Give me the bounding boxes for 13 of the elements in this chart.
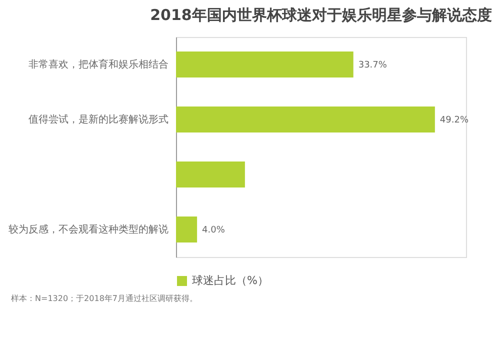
bar [176, 216, 198, 242]
text: 样本：N=1320；于2018年7月通过社区调研获得。 [11, 294, 198, 303]
y-tick-label: 非常喜欢，把体育和娱乐相结合 [28, 58, 168, 70]
chart-title: 2018年国内世界杯球迷对于娱乐明星参与解说态度 [150, 6, 492, 24]
data-label: 49.2% [440, 116, 469, 126]
legend-label: 球迷占比（%） [192, 274, 268, 287]
bar [176, 52, 354, 78]
y-tick-label: 值得尝试，是新的比赛解说形式 [28, 114, 168, 126]
bar [176, 106, 435, 132]
data-label: 33.7% [358, 60, 388, 70]
bar [176, 162, 245, 188]
y-tick-label: 较为反感，不会观看这种类型的解说 [8, 224, 168, 236]
data-label: 4.0% [202, 226, 226, 236]
